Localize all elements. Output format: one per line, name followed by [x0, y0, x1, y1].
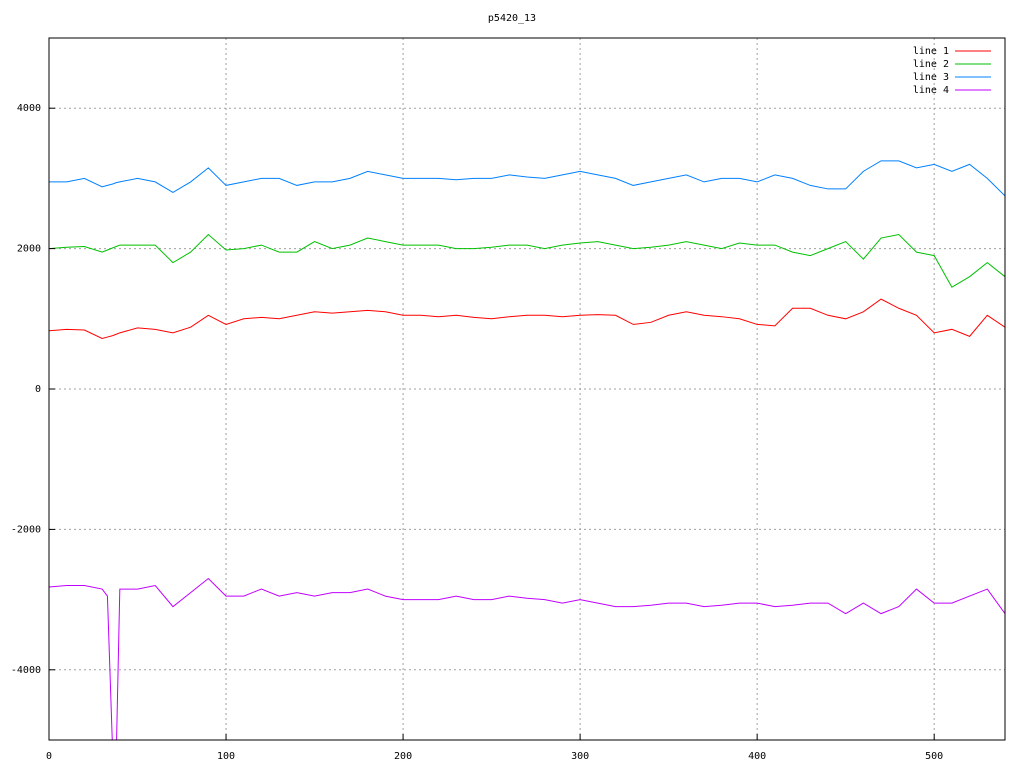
x-tick-label: 300: [571, 751, 589, 762]
data-line: [49, 160, 1005, 197]
data-line: [49, 577, 1005, 740]
legend-label: line 3: [913, 72, 949, 83]
y-tick-label: -2000: [11, 524, 41, 535]
data-line: [49, 233, 1005, 288]
y-tick-label: 2000: [17, 244, 41, 255]
x-tick-label: 0: [46, 751, 52, 762]
x-tick-label: 200: [394, 751, 412, 762]
grid: [48, 38, 1005, 740]
legend-label: line 4: [913, 85, 949, 96]
x-tick-label: 500: [925, 751, 943, 762]
x-tick-label: 400: [748, 751, 766, 762]
x-tick-label: 100: [217, 751, 235, 762]
y-tick-label: -4000: [11, 665, 41, 676]
y-tick-label: 0: [35, 384, 41, 395]
legend-label: line 2: [913, 59, 949, 70]
chart-title: p5420_13: [488, 13, 536, 24]
plot-border: [48, 37, 1006, 741]
legend-label: line 1: [913, 46, 949, 57]
plot-area: [49, 160, 1005, 740]
data-line: [49, 298, 1005, 339]
y-tick-label: 4000: [17, 103, 41, 114]
